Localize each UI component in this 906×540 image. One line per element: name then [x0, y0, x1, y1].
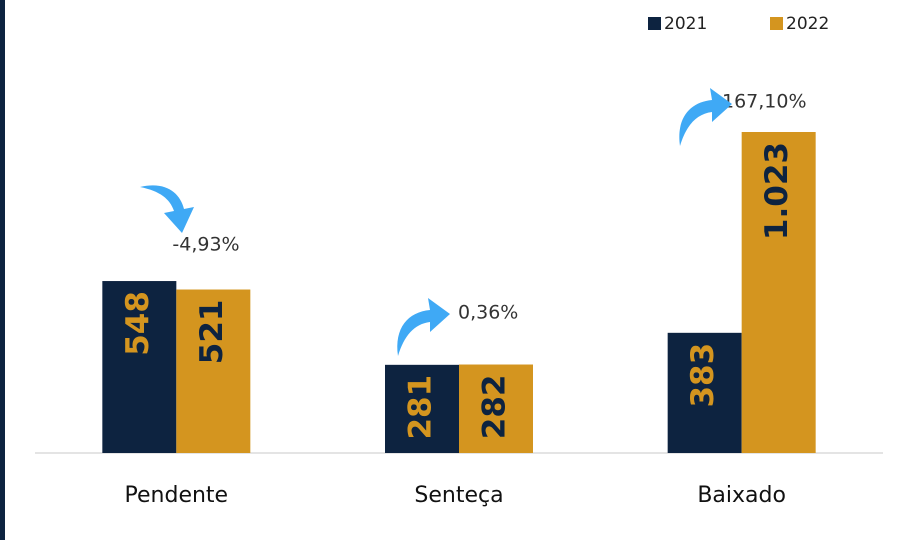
legend-swatch: [770, 17, 783, 30]
bar: [667, 332, 742, 453]
legend-label: 2021: [664, 14, 707, 34]
legend-swatch: [648, 17, 661, 30]
bar: [385, 364, 459, 453]
x-tick-label: Pendente: [125, 483, 229, 508]
annotation-label: 167,10%: [722, 91, 807, 113]
data-label: 548: [120, 291, 156, 356]
legend-label: 2022: [786, 14, 829, 34]
data-label: 1.023: [759, 142, 795, 240]
left-border: [0, 0, 5, 540]
x-tick-label: Baixado: [697, 483, 786, 508]
trend-arrow: [679, 88, 732, 146]
data-label: 281: [403, 375, 439, 440]
trend-arrow: [140, 185, 194, 233]
data-label: 383: [685, 343, 721, 408]
annotation-label: 0,36%: [458, 302, 518, 324]
bar: [459, 364, 533, 453]
data-label: 282: [477, 375, 513, 440]
bar: [102, 281, 177, 453]
annotation-label: -4,93%: [172, 234, 239, 256]
trend-arrow: [397, 298, 450, 356]
x-tick-label: Senteça: [414, 483, 503, 508]
bar: [741, 132, 816, 453]
data-label: 521: [194, 300, 230, 365]
bar: [176, 289, 251, 453]
